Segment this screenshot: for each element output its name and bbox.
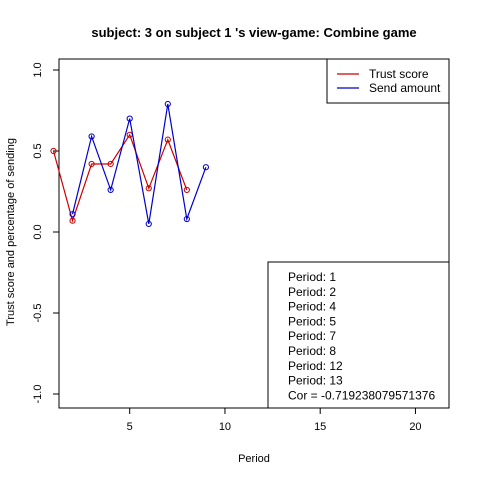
info-box-line: Period: 8 xyxy=(288,344,336,358)
info-box-line: Period: 7 xyxy=(288,329,336,343)
x-tick-label: 20 xyxy=(409,421,421,433)
chart-title: subject: 3 on subject 1 's view-game: Co… xyxy=(91,25,416,40)
info-box-line: Period: 5 xyxy=(288,314,336,328)
info-box-line: Period: 2 xyxy=(288,285,336,299)
series-2-point xyxy=(126,115,133,122)
series-layer xyxy=(50,100,209,227)
series-2-point xyxy=(202,164,209,171)
info-box-line: Period: 12 xyxy=(288,359,343,373)
series-1-point xyxy=(50,147,57,155)
legend-label: Trust score xyxy=(369,67,429,81)
x-tick-label: 15 xyxy=(314,421,326,433)
x-ticks: 5 10 15 20 xyxy=(127,408,422,433)
legend-box xyxy=(326,58,450,104)
legend-label: Send amount xyxy=(369,81,441,95)
series-2-point xyxy=(107,186,114,193)
series-1-point xyxy=(107,160,114,168)
info-box-line: Period: 13 xyxy=(288,374,343,388)
series-2-point xyxy=(69,211,76,218)
y-tick-label: 0.5 xyxy=(32,143,44,158)
y-tick-label: 0.0 xyxy=(32,224,44,239)
series-1-point xyxy=(183,186,190,193)
series-2-point xyxy=(88,133,95,140)
series-2-point xyxy=(145,220,152,227)
info-box-line: Cor = -0.719238079571376 xyxy=(288,388,435,402)
series-1-point xyxy=(69,217,76,224)
series-2-point xyxy=(164,100,171,108)
info-box-line: Period: 4 xyxy=(288,300,336,314)
y-tick-label: -0.5 xyxy=(32,304,44,323)
y-tick-label: -1.0 xyxy=(32,385,44,404)
x-axis-label: Period xyxy=(238,453,270,465)
x-tick-label: 10 xyxy=(219,421,231,433)
series-line-2 xyxy=(71,103,207,225)
y-tick-label: 1.0 xyxy=(32,62,44,77)
y-ticks: -1.0 -0.5 0.0 0.5 1.0 xyxy=(32,62,59,403)
plot-frame xyxy=(58,58,450,409)
series-1-point xyxy=(145,185,152,192)
series-1-point xyxy=(88,160,95,168)
series-2-point xyxy=(183,215,190,223)
info-box-line: Period: 1 xyxy=(288,270,336,284)
series-line-1 xyxy=(52,133,188,223)
series-1-point xyxy=(164,136,171,143)
y-axis-label: Trust score and percentage of sending xyxy=(5,138,17,326)
info-box-frame xyxy=(267,261,450,409)
x-tick-label: 5 xyxy=(127,421,133,433)
